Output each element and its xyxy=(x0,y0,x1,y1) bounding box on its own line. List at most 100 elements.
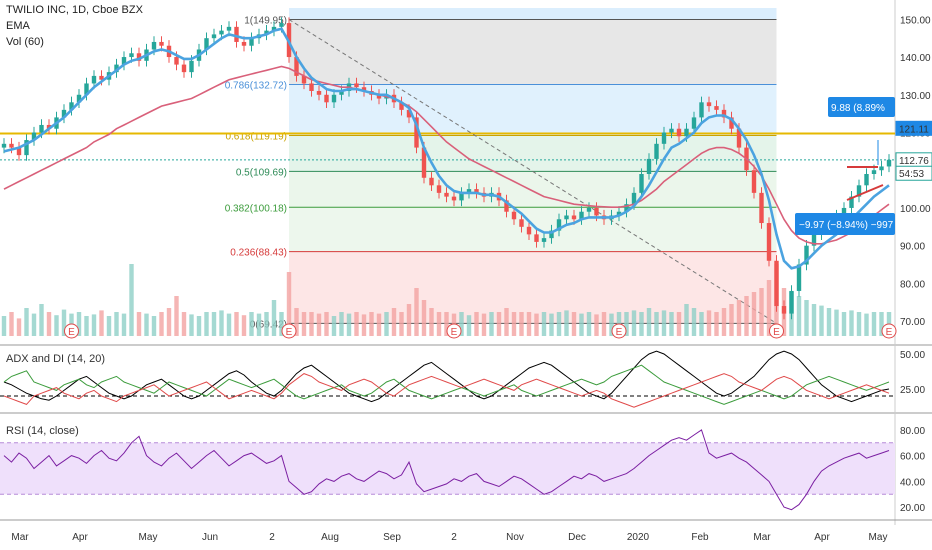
volume-bar xyxy=(151,316,157,336)
price-tick-label: 70.00 xyxy=(900,317,925,328)
volume-bar xyxy=(241,315,247,336)
candle-body xyxy=(624,204,629,212)
volume-bar xyxy=(586,312,592,336)
candle-body xyxy=(1,143,7,148)
x-tick-label: Sep xyxy=(383,532,401,543)
fib-level-label: 0.382(100.18) xyxy=(225,203,287,214)
ema-slow-line xyxy=(3,65,890,245)
adx-series-line xyxy=(3,373,890,408)
x-tick-label: 2 xyxy=(451,532,457,543)
price-label-text: 112.76 xyxy=(899,156,929,167)
rsi-tick-label: 20.00 xyxy=(900,503,925,514)
candle-body xyxy=(519,219,524,227)
candle-body xyxy=(241,41,247,46)
volume-bar xyxy=(579,313,584,336)
adx-series-line xyxy=(3,350,890,403)
volume-bar xyxy=(234,312,239,336)
candle-body xyxy=(459,192,464,201)
volume-bar xyxy=(466,315,472,336)
fib-zone xyxy=(289,171,777,208)
volume-bar xyxy=(384,312,389,336)
x-tick-label: Aug xyxy=(321,532,339,543)
volume-bar xyxy=(39,304,44,336)
candle-body xyxy=(226,26,232,31)
volume-bar xyxy=(661,310,667,336)
rsi-title: RSI (14, close) xyxy=(6,425,79,437)
candle-body xyxy=(586,207,592,212)
volume-bar xyxy=(196,316,202,336)
volume-bar xyxy=(864,313,869,336)
volume-bar xyxy=(249,312,254,336)
x-tick-label: Jun xyxy=(202,532,218,543)
candle-body xyxy=(549,230,554,239)
candle-body xyxy=(849,196,854,208)
candle-body xyxy=(639,174,644,193)
candle-body xyxy=(466,189,472,193)
volume-bar xyxy=(601,312,607,336)
candle-body xyxy=(406,109,412,118)
candle-body xyxy=(669,128,674,133)
volume-bar xyxy=(174,296,179,336)
candle-body xyxy=(646,158,652,174)
volume-bar xyxy=(91,314,97,336)
candle-body xyxy=(31,132,37,141)
volume-bar xyxy=(519,312,524,336)
earnings-marker xyxy=(611,323,627,339)
candle-body xyxy=(361,87,367,91)
volume-bar xyxy=(406,304,412,336)
volume-bar xyxy=(204,312,209,336)
volume-bar xyxy=(811,304,817,336)
rsi-tick-label: 40.00 xyxy=(900,477,925,488)
volume-bar xyxy=(309,312,314,336)
volume-bar xyxy=(256,313,262,336)
volume-bar xyxy=(481,313,487,336)
price-label-box xyxy=(895,165,932,181)
volume-bar xyxy=(294,308,299,336)
volume-bar xyxy=(166,308,172,336)
x-tick-label: Nov xyxy=(506,532,524,543)
rsi-line xyxy=(3,429,890,511)
volume-bar xyxy=(564,310,569,336)
x-tick-label: Mar xyxy=(753,532,771,543)
candle-body xyxy=(204,38,209,50)
adx-series-line xyxy=(3,364,890,405)
volume-bar xyxy=(594,314,599,336)
volume-bar xyxy=(211,312,217,336)
price-label-box xyxy=(895,120,932,136)
candle-body xyxy=(159,41,164,46)
candle-body xyxy=(91,75,97,84)
vol-label: Vol (60) xyxy=(6,36,44,48)
x-tick-label: May xyxy=(139,532,158,543)
volume-bar xyxy=(834,309,839,336)
candle-body xyxy=(181,64,187,73)
candle-body xyxy=(714,106,719,110)
candle-body xyxy=(684,128,689,137)
volume-bar xyxy=(714,312,719,336)
volume-bar xyxy=(436,312,442,336)
candle-body xyxy=(46,124,52,129)
ema-label: EMA xyxy=(6,20,30,32)
candle-body xyxy=(564,215,569,220)
volume-bar xyxy=(609,313,614,336)
volume-bar xyxy=(819,305,824,336)
earnings-marker xyxy=(281,323,297,339)
volume-bar xyxy=(354,312,359,336)
candle-body xyxy=(879,166,884,171)
rsi-tick-label: 60.00 xyxy=(900,452,925,463)
candle-body xyxy=(264,30,269,35)
volume-bar xyxy=(706,310,712,336)
earnings-marker xyxy=(64,323,79,339)
candle-body xyxy=(534,234,539,242)
candle-body xyxy=(316,91,322,95)
earnings-marker xyxy=(446,323,462,339)
earnings-marker-label: E xyxy=(773,327,780,338)
volume-bar xyxy=(504,308,509,336)
price-tick-label: 90.00 xyxy=(900,242,925,253)
candle-body xyxy=(301,75,307,84)
volume-bar xyxy=(316,313,322,336)
candle-body xyxy=(781,306,787,314)
volume-bar xyxy=(541,312,547,336)
volume-bar xyxy=(286,272,292,336)
candle-body xyxy=(804,245,809,265)
